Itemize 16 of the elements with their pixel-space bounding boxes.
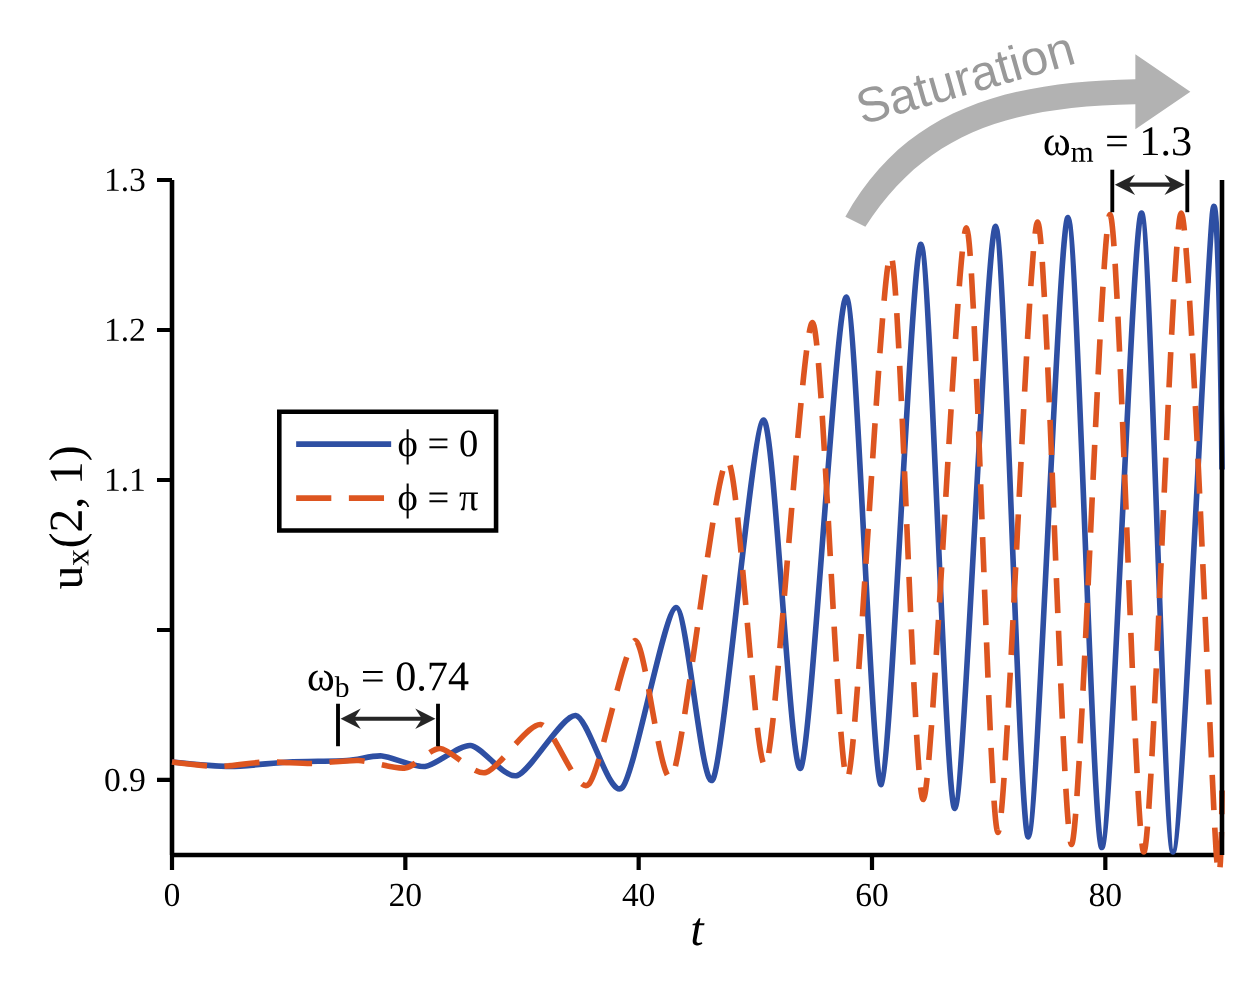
legend-label: ϕ = 0: [398, 429, 477, 465]
text: Saturation: [858, 40, 1075, 122]
y-tick-label: 0.9: [105, 768, 145, 792]
y-tick-label: 1.3: [106, 168, 145, 192]
x-tick-label: 60: [856, 883, 888, 907]
x-tick-label: 0: [164, 883, 180, 907]
x-tick-label: 80: [1089, 883, 1121, 907]
annotation: ω$_{b}$ = 0.74: [308, 662, 469, 698]
y-axis-title: u$_{x}$(2, 1): [48, 447, 93, 589]
legend-label: ϕ = π: [398, 483, 478, 519]
x-tick-label: 20: [390, 883, 421, 907]
y-tick-label: 1.2: [106, 318, 144, 342]
y-tick-label: 1.1: [106, 468, 144, 492]
annotation: ω$_{m}$ = 1.3: [1044, 127, 1191, 162]
x-axis-title: t: [692, 918, 705, 946]
x-tick-label: 40: [622, 883, 655, 907]
